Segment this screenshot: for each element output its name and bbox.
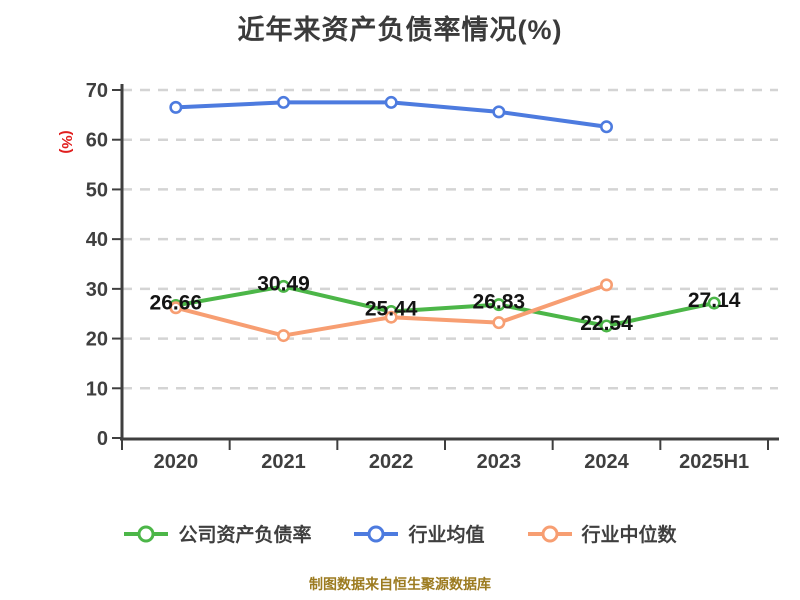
svg-text:60: 60 bbox=[86, 130, 108, 152]
svg-text:30: 30 bbox=[86, 279, 108, 301]
svg-text:22.54: 22.54 bbox=[580, 312, 633, 335]
legend-item-company-ratio: 公司资产负债率 bbox=[123, 520, 311, 547]
svg-text:2025H1: 2025H1 bbox=[679, 451, 749, 473]
svg-text:2021: 2021 bbox=[261, 451, 306, 473]
svg-text:2023: 2023 bbox=[477, 451, 522, 473]
chart-title: 近年来资产负债率情况(%) bbox=[237, 15, 563, 45]
svg-text:26.83: 26.83 bbox=[473, 291, 526, 314]
svg-text:2022: 2022 bbox=[369, 451, 414, 473]
svg-text:20: 20 bbox=[86, 329, 108, 351]
svg-text:2024: 2024 bbox=[584, 451, 629, 473]
legend-item-industry-average: 行业均值 bbox=[353, 520, 485, 547]
chart-legend: 公司资产负债率 行业均值 行业中位数 bbox=[0, 520, 800, 547]
svg-text:0: 0 bbox=[97, 428, 108, 450]
svg-text:10: 10 bbox=[86, 378, 108, 400]
svg-text:40: 40 bbox=[86, 229, 108, 251]
legend-label-industry-average: 行业均值 bbox=[408, 525, 485, 546]
svg-text:26.66: 26.66 bbox=[150, 291, 203, 314]
line-chart-canvas: 0 10 20 30 40 50 60 70 2020 2021 2022 2023 2024 2025H… bbox=[58, 80, 779, 473]
legend-marker-blue-circle-icon bbox=[354, 525, 399, 542]
legend-label-industry-median: 行业中位数 bbox=[581, 525, 677, 546]
legend-item-industry-median: 行业中位数 bbox=[527, 520, 677, 547]
legend-marker-orange-circle-icon bbox=[527, 525, 572, 542]
svg-text:30.49: 30.49 bbox=[257, 272, 310, 295]
svg-text:(%): (%) bbox=[58, 130, 75, 153]
legend-label-company-ratio: 公司资产负债率 bbox=[178, 525, 312, 546]
svg-text:2020: 2020 bbox=[154, 451, 199, 473]
svg-text:70: 70 bbox=[86, 80, 108, 102]
svg-text:27.14: 27.14 bbox=[688, 289, 741, 312]
data-source-note: 制图数据来自恒生聚源数据库 bbox=[309, 576, 491, 592]
legend-marker-green-circle-icon bbox=[124, 525, 169, 542]
svg-text:50: 50 bbox=[86, 179, 108, 201]
svg-text:25.44: 25.44 bbox=[365, 298, 418, 321]
